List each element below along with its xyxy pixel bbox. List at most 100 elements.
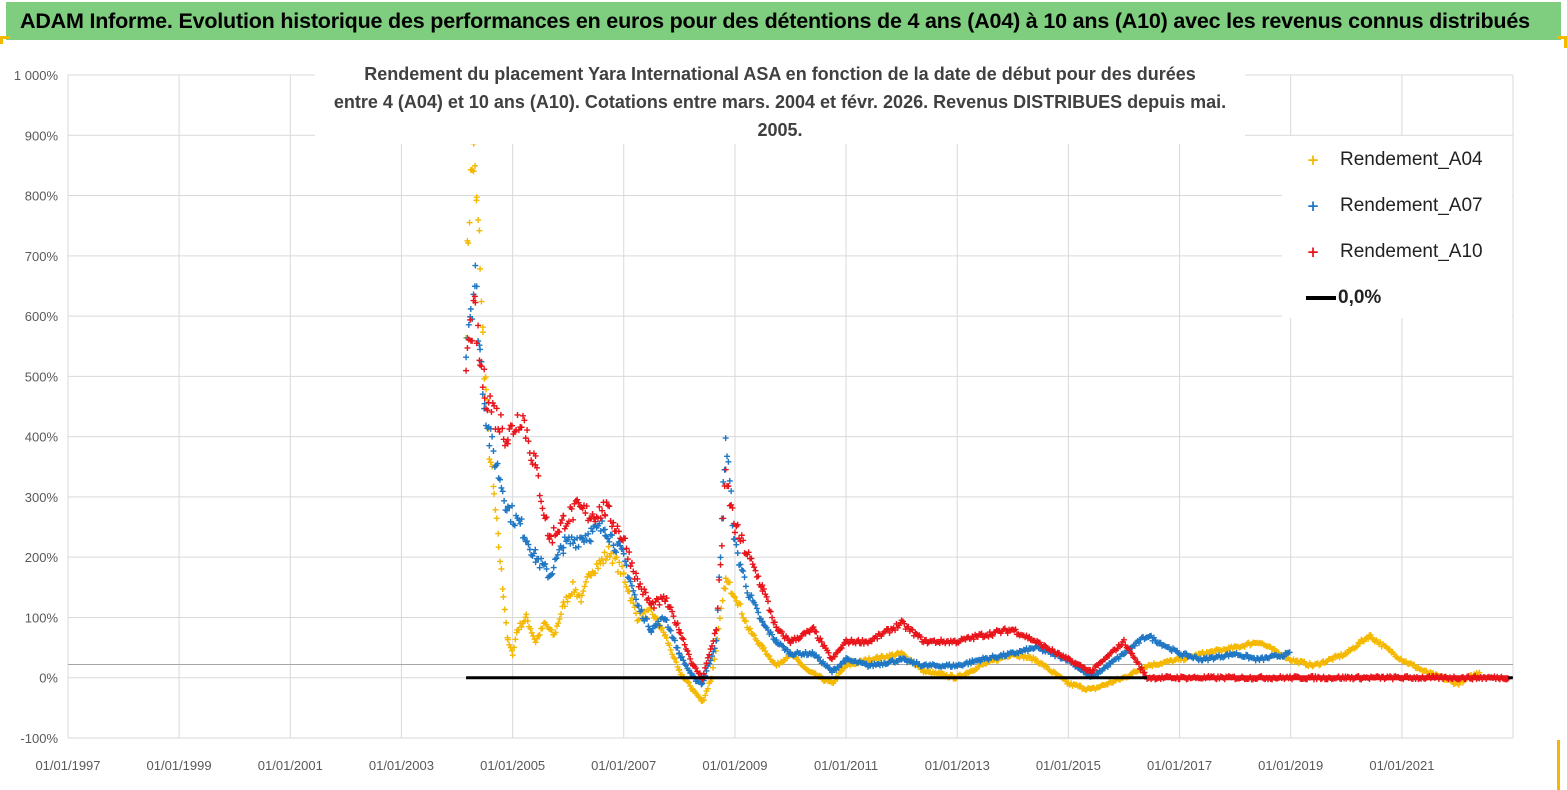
data-point xyxy=(579,505,586,512)
data-point xyxy=(722,575,729,582)
data-point xyxy=(589,528,596,535)
data-point xyxy=(623,562,630,569)
x-tick-label: 01/01/2021 xyxy=(1369,758,1434,773)
y-tick-label: -100% xyxy=(20,731,58,746)
data-point xyxy=(978,630,985,637)
data-point xyxy=(638,606,645,613)
data-point xyxy=(936,640,943,647)
data-point xyxy=(815,654,822,661)
data-point xyxy=(809,649,816,656)
legend-marker-a10: + xyxy=(1306,243,1320,261)
data-point xyxy=(518,516,525,523)
data-point xyxy=(751,564,758,571)
data-point xyxy=(496,428,503,435)
data-point xyxy=(702,664,709,671)
data-point xyxy=(614,523,621,530)
data-point xyxy=(645,595,652,602)
data-point xyxy=(560,550,567,557)
legend-label-zero: 0,0% xyxy=(1338,287,1382,308)
data-point xyxy=(535,472,542,479)
data-point xyxy=(532,452,539,459)
data-point xyxy=(524,538,531,545)
data-point xyxy=(597,515,604,522)
data-point xyxy=(630,600,637,607)
data-point xyxy=(767,608,774,615)
data-point xyxy=(728,501,735,508)
data-point xyxy=(669,608,676,615)
chart-title: Rendement du placement Yara Internationa… xyxy=(315,60,1245,144)
data-point xyxy=(679,653,686,660)
data-point xyxy=(633,570,640,577)
data-point xyxy=(747,625,754,632)
data-point xyxy=(708,642,715,649)
data-point xyxy=(1126,645,1133,652)
data-point xyxy=(1286,649,1293,656)
data-point xyxy=(501,606,508,613)
x-tick-label: 01/01/2003 xyxy=(369,758,434,773)
data-point xyxy=(831,653,838,660)
data-point xyxy=(606,538,613,545)
data-point xyxy=(547,533,554,540)
x-tick-label: 01/01/1999 xyxy=(147,758,212,773)
data-point xyxy=(637,580,644,587)
data-point xyxy=(674,644,681,651)
data-point xyxy=(583,503,590,510)
data-point xyxy=(578,592,585,599)
data-point xyxy=(753,637,760,644)
data-point xyxy=(818,638,825,645)
data-point xyxy=(489,399,496,406)
data-point xyxy=(568,505,575,512)
data-point xyxy=(501,497,508,504)
data-point xyxy=(477,265,484,272)
data-point xyxy=(716,576,723,583)
data-point xyxy=(726,477,733,484)
data-point xyxy=(479,384,486,391)
data-point xyxy=(773,662,780,669)
data-point xyxy=(722,466,729,473)
data-point xyxy=(572,544,579,551)
data-point xyxy=(570,540,577,547)
data-point xyxy=(1138,664,1145,671)
data-point xyxy=(479,391,486,398)
data-point xyxy=(886,629,893,636)
data-point xyxy=(504,636,511,643)
data-point xyxy=(538,498,545,505)
corner-mark-top-right xyxy=(1557,36,1567,39)
data-point xyxy=(700,671,707,677)
data-point xyxy=(677,630,684,637)
legend-item-a04: + Rendement_A04 xyxy=(1302,148,1483,172)
data-point xyxy=(711,630,718,637)
data-point xyxy=(606,553,613,560)
data-point xyxy=(602,512,609,519)
data-point xyxy=(469,167,476,174)
data-point xyxy=(532,639,539,646)
data-point xyxy=(472,299,479,306)
data-point xyxy=(549,539,556,546)
data-point xyxy=(495,544,502,551)
data-point xyxy=(628,582,635,589)
data-point xyxy=(497,558,504,565)
data-point xyxy=(619,546,626,553)
data-point xyxy=(769,614,776,621)
data-point xyxy=(766,607,773,614)
data-point xyxy=(1281,653,1288,660)
data-point xyxy=(532,546,539,553)
chart-legend: + Rendement_A04 + Rendement_A07 + Rendem… xyxy=(1282,136,1512,318)
data-point xyxy=(490,483,497,490)
data-point xyxy=(592,518,599,525)
data-point xyxy=(766,653,773,660)
data-point xyxy=(667,646,674,653)
data-point xyxy=(673,659,680,666)
data-point xyxy=(523,611,530,618)
data-point xyxy=(680,657,687,664)
data-point xyxy=(1131,642,1138,649)
data-point xyxy=(525,438,532,445)
data-point xyxy=(506,426,513,433)
data-point xyxy=(504,436,511,443)
data-point xyxy=(494,460,501,467)
data-point xyxy=(560,544,567,551)
data-point xyxy=(671,655,678,662)
data-point xyxy=(662,598,669,605)
data-point xyxy=(622,579,629,586)
data-point xyxy=(753,573,760,580)
